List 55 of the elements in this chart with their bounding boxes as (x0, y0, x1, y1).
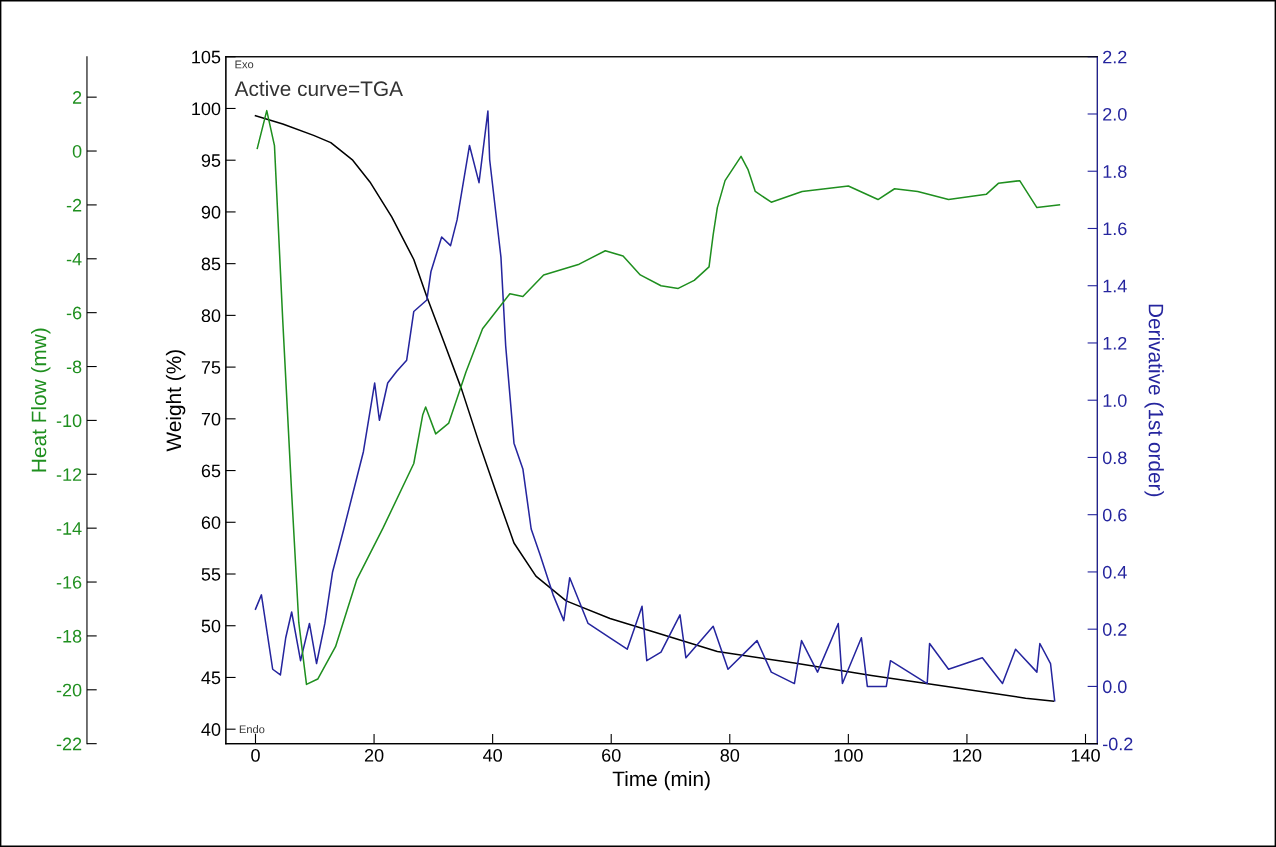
y2-tick-label: 0.2 (1102, 623, 1127, 636)
y2-tick-label: 0.6 (1102, 508, 1127, 522)
y-tick-label: 65 (201, 464, 221, 478)
x-tick-label: 20 (364, 749, 384, 762)
y3-tick-label: -10 (56, 414, 82, 428)
y2-tick-label: 0.8 (1102, 451, 1127, 465)
x-tick-label: 60 (602, 749, 621, 762)
y3-tick-label: -8 (66, 360, 82, 374)
y-tick-label: 105 (192, 50, 221, 64)
y-tick-label: 60 (201, 516, 221, 529)
y-tick-label: 95 (201, 154, 221, 167)
x-tick-label: 100 (834, 749, 863, 762)
y2-tick-label: 1.4 (1103, 279, 1127, 293)
y3-tick-label: -18 (56, 629, 82, 643)
x-tick-label: 120 (953, 749, 982, 762)
annotation: Endo (239, 725, 265, 734)
y3-tick-label: 0 (72, 144, 82, 158)
y2-tick-label: 1.8 (1103, 165, 1127, 178)
y2-axis-title: Derivative (1st order) (1144, 304, 1164, 497)
y2-tick-label: 1.0 (1103, 394, 1127, 407)
y3-tick-label: -2 (66, 198, 82, 212)
y2-tick-label: 0.0 (1102, 680, 1127, 694)
x-tick-label: 140 (1071, 749, 1100, 762)
y3-tick-label: -6 (66, 306, 82, 320)
x-tick-label: 40 (483, 749, 502, 762)
y3-tick-label: -20 (56, 683, 82, 697)
y3-tick-label: -14 (56, 522, 82, 535)
y3-tick-label: -16 (56, 575, 82, 589)
y-tick-label: 100 (192, 102, 221, 116)
y-tick-label: 55 (201, 568, 221, 581)
y3-tick-label: 2 (72, 91, 82, 104)
y-tick-label: 85 (201, 257, 221, 271)
y-tick-label: 45 (201, 671, 221, 685)
y-tick-label: 70 (201, 412, 221, 426)
y-tick-label: 40 (201, 723, 221, 736)
y-tick-label: 90 (201, 205, 221, 219)
x-tick-label: 80 (720, 749, 740, 762)
y2-tick-label: -0.2 (1103, 737, 1133, 751)
y3-tick-label: -12 (56, 468, 82, 481)
y2-tick-label: 1.6 (1103, 222, 1127, 236)
y-axis-title: Weight (%) (165, 350, 186, 452)
x-tick-label: 0 (251, 749, 260, 762)
y2-tick-label: 2.0 (1103, 107, 1127, 121)
y-tick-label: 75 (201, 361, 221, 374)
y2-tick-label: 2.2 (1103, 50, 1127, 64)
y-tick-label: 80 (201, 309, 221, 323)
annotation: Active curve=TGA (234, 80, 403, 97)
y3-tick-label: -22 (56, 737, 82, 751)
y3-axis-title: Heat Flow (mw) (31, 328, 51, 472)
x-axis-title: Time (min) (612, 770, 710, 791)
y2-tick-label: 1.2 (1103, 336, 1127, 350)
y3-tick-label: -4 (66, 252, 82, 266)
y-tick-label: 50 (201, 619, 221, 633)
annotation: Exo (235, 60, 254, 69)
y2-tick-label: 0.4 (1102, 565, 1127, 579)
